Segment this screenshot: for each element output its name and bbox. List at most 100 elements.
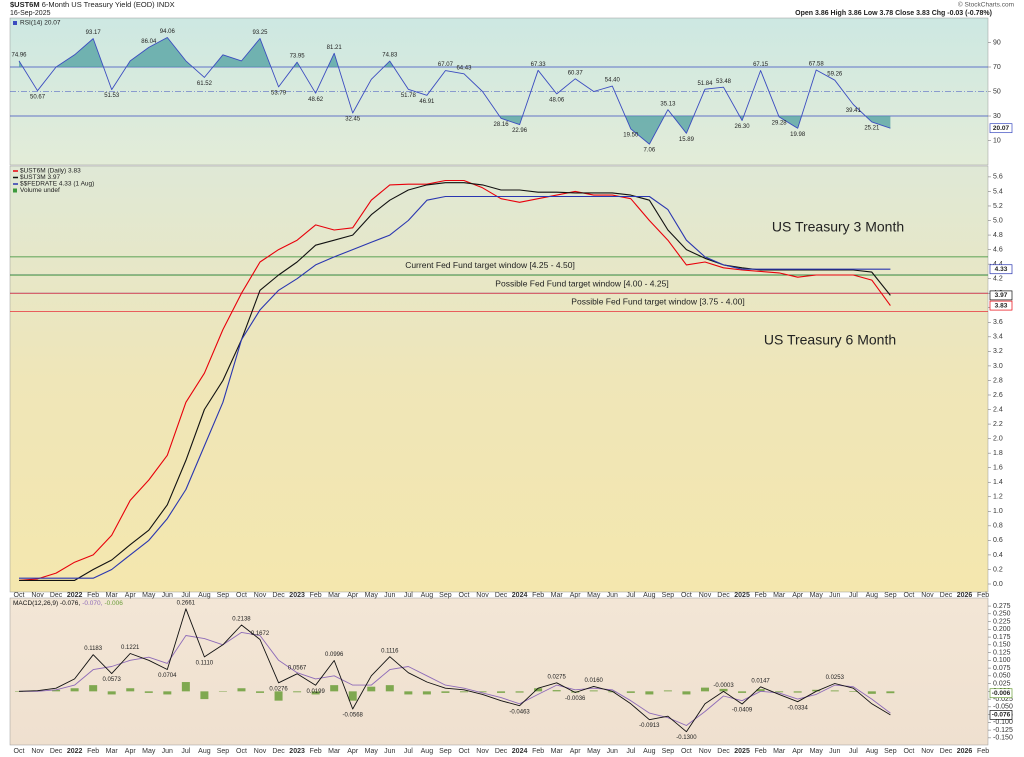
value-label: 29.28 [772, 120, 788, 126]
x-tick-label: Oct [459, 748, 470, 755]
histogram-bar [441, 691, 450, 693]
x-tick-label: Dec [940, 592, 953, 599]
price-panel [9, 165, 989, 593]
x-tick-label: Jul [849, 748, 858, 755]
histogram-bar [311, 691, 320, 695]
histogram-bar [459, 691, 468, 693]
value-label: 93.17 [86, 30, 102, 36]
value-label: -0.0568 [343, 713, 364, 719]
series-line [19, 182, 891, 581]
x-tick-label: Sep [662, 748, 675, 755]
histogram-bar [849, 691, 858, 692]
x-tick-label: Mar [773, 748, 786, 755]
y-tick-label: 3.4 [993, 334, 1003, 341]
x-tick-label: Aug [198, 592, 211, 599]
y-tick-label: 5.6 [993, 174, 1003, 181]
x-tick-label: Jul [404, 748, 413, 755]
histogram-bar [700, 687, 709, 692]
x-tick-label: Dec [272, 748, 285, 755]
legend: MACD(12,26,9) -0.076, -0.070, -0.006 [13, 600, 123, 607]
value-label: 0.1110 [196, 661, 214, 667]
histogram-bar [497, 691, 506, 693]
y-tick-label: 5.0 [993, 217, 1003, 224]
x-tick-label: Apr [570, 592, 582, 599]
value-label: 59.26 [827, 72, 843, 78]
x-tick-label: Feb [87, 748, 99, 755]
value-label: 0.2138 [232, 617, 251, 623]
histogram-bar [293, 691, 302, 693]
annotation: US Treasury 6 Month [764, 332, 896, 348]
x-tick-label: Aug [866, 748, 879, 755]
badge [989, 688, 1013, 699]
value-label: 64.43 [456, 65, 472, 71]
value-label: -0.0409 [732, 708, 753, 714]
x-tick-label: Nov [476, 592, 489, 599]
macd-panel [9, 597, 989, 746]
x-tick-label: Aug [866, 592, 879, 599]
badge [989, 710, 1013, 720]
value-label: 81.21 [327, 45, 343, 51]
value-label: 67.15 [753, 62, 769, 68]
x-tick-label: Dec [495, 592, 508, 599]
x-tick-label: Dec [717, 592, 730, 599]
value-label: 51.84 [697, 81, 713, 87]
value-label: 32.45 [345, 117, 361, 123]
x-tick-label: Jul [626, 748, 635, 755]
legend-entry: $UST3M 3.97 [20, 174, 60, 181]
value-label: 67.33 [531, 62, 547, 68]
value-label: -0.1300 [676, 735, 697, 741]
x-tick-label: Sep [439, 748, 452, 755]
histogram-bar [404, 691, 413, 695]
x-tick-label: Sep [439, 592, 452, 599]
y-tick-label: 1.0 [993, 508, 1003, 515]
badge-label: 3.83 [995, 302, 1008, 309]
legend-swatch [13, 21, 17, 25]
value-label: -0.0334 [788, 705, 809, 711]
histogram-bar [663, 690, 672, 692]
badge-label: -0.076 [992, 712, 1011, 719]
x-tick-label: Dec [717, 748, 730, 755]
histogram-bar [886, 691, 895, 694]
value-label: 53.48 [716, 79, 732, 85]
y-tick-label: 0.250 [993, 611, 1011, 618]
x-tick-label: Nov [921, 748, 934, 755]
y-tick-label: -0.050 [993, 704, 1013, 711]
quote: Open 3.86 High 3.86 Low 3.78 Close 3.83 … [795, 10, 992, 17]
x-tick-label: Nov [254, 592, 267, 599]
x-tick-label: Aug [198, 748, 211, 755]
value-label: 48.06 [549, 97, 565, 103]
annotation: US Treasury 3 Month [772, 219, 904, 235]
value-label: 51.53 [104, 93, 120, 99]
y-tick-label: 0.175 [993, 634, 1011, 641]
series-line [18, 37, 891, 145]
series-line [18, 608, 891, 733]
x-tick-label: Feb [977, 748, 989, 755]
x-tick-label: Nov [31, 592, 44, 599]
value-label: -0.0463 [509, 709, 530, 715]
x-tick-label: 2026 [957, 748, 973, 755]
x-tick-label: Feb [977, 592, 989, 599]
window-label: Possible Fed Fund target window [4.00 - … [495, 278, 668, 288]
value-label: 54.40 [605, 78, 621, 84]
x-tick-label: Jun [829, 592, 840, 599]
x-tick-label: 2024 [512, 748, 528, 755]
x-tick-label: Dec [50, 592, 63, 599]
x-tick-label: Nov [921, 592, 934, 599]
value-label: 35.13 [660, 101, 676, 107]
badge-label: -0.006 [992, 690, 1011, 697]
histogram-bar [385, 685, 394, 692]
title: 6-Month US Treasury Yield (EOD) [42, 0, 155, 9]
value-label: 0.1183 [84, 646, 103, 652]
histogram-bar [626, 691, 635, 693]
badge [989, 300, 1013, 311]
x-tick-label: Jul [404, 592, 413, 599]
x-tick-label: Apr [347, 592, 359, 599]
x-tick-label: Jun [162, 748, 173, 755]
value-label: 61.52 [197, 81, 213, 87]
value-label: 0.1116 [381, 648, 399, 654]
x-tick-label: 2023 [289, 748, 305, 755]
y-tick-label: -0.100 [993, 719, 1013, 726]
histogram-bar [793, 691, 802, 693]
value-label: -0.0036 [565, 696, 586, 702]
